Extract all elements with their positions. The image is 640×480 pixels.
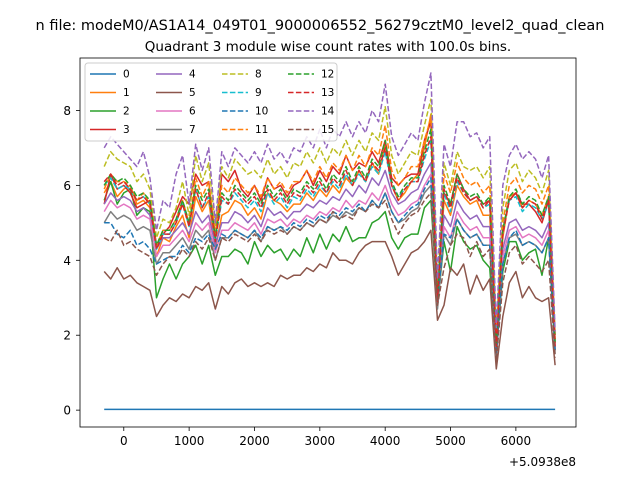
series-line-13	[103, 135, 556, 348]
series-line-5	[103, 229, 556, 370]
y-tick-label: 2	[63, 329, 71, 343]
legend-label-15: 15	[321, 124, 334, 136]
y-axis: 0 2 4 6 8	[63, 104, 80, 418]
y-tick-label: 4	[63, 254, 71, 268]
x-axis: 0 1000 2000 3000 4000 5000 6000	[120, 427, 531, 448]
legend-label-3: 3	[123, 124, 130, 136]
legend-label-9: 9	[255, 87, 262, 99]
x-tick-label: 5000	[435, 434, 466, 448]
series-group	[103, 72, 556, 411]
legend-frame	[84, 62, 338, 142]
legend-label-1: 1	[123, 87, 130, 99]
legend-label-2: 2	[123, 106, 130, 118]
series-line-12	[103, 128, 556, 344]
y-tick-label: 6	[63, 179, 71, 193]
legend-label-4: 4	[189, 69, 196, 81]
series-line-8	[103, 98, 556, 336]
x-tick-label: 1000	[174, 434, 205, 448]
y-tick-label: 0	[63, 404, 71, 418]
legend-label-7: 7	[189, 124, 196, 136]
x-tick-label: 3000	[305, 434, 336, 448]
legend-label-14: 14	[321, 106, 335, 118]
plot-area-frame	[79, 57, 577, 428]
series-line-15	[103, 192, 556, 363]
legend-label-5: 5	[189, 87, 196, 99]
legend-label-13: 13	[321, 87, 334, 99]
x-tick-label: 2000	[239, 434, 270, 448]
chart-suptitle: n file: modeM0/AS1A14_049T01_9000006552_…	[36, 18, 605, 34]
legend-label-8: 8	[255, 69, 262, 81]
chart-title: Quadrant 3 module wise count rates with …	[145, 39, 511, 55]
x-tick-label: 0	[120, 434, 128, 448]
x-tick-label: 4000	[370, 434, 401, 448]
series-line-2	[103, 180, 556, 355]
series-line-3	[103, 120, 556, 348]
legend-label-11: 11	[255, 124, 268, 136]
legend-label-0: 0	[123, 69, 130, 81]
legend-label-6: 6	[189, 106, 196, 118]
y-tick-label: 8	[63, 104, 71, 118]
x-tick-label: 6000	[501, 434, 532, 448]
series-line-4	[103, 162, 556, 351]
x-axis-offset-label: +5.0938e8	[509, 455, 576, 469]
legend-label-10: 10	[255, 106, 268, 118]
legend-label-12: 12	[321, 69, 334, 81]
series-line-10	[104, 177, 556, 355]
series-line-1	[103, 113, 556, 344]
series-line-6	[103, 173, 556, 355]
